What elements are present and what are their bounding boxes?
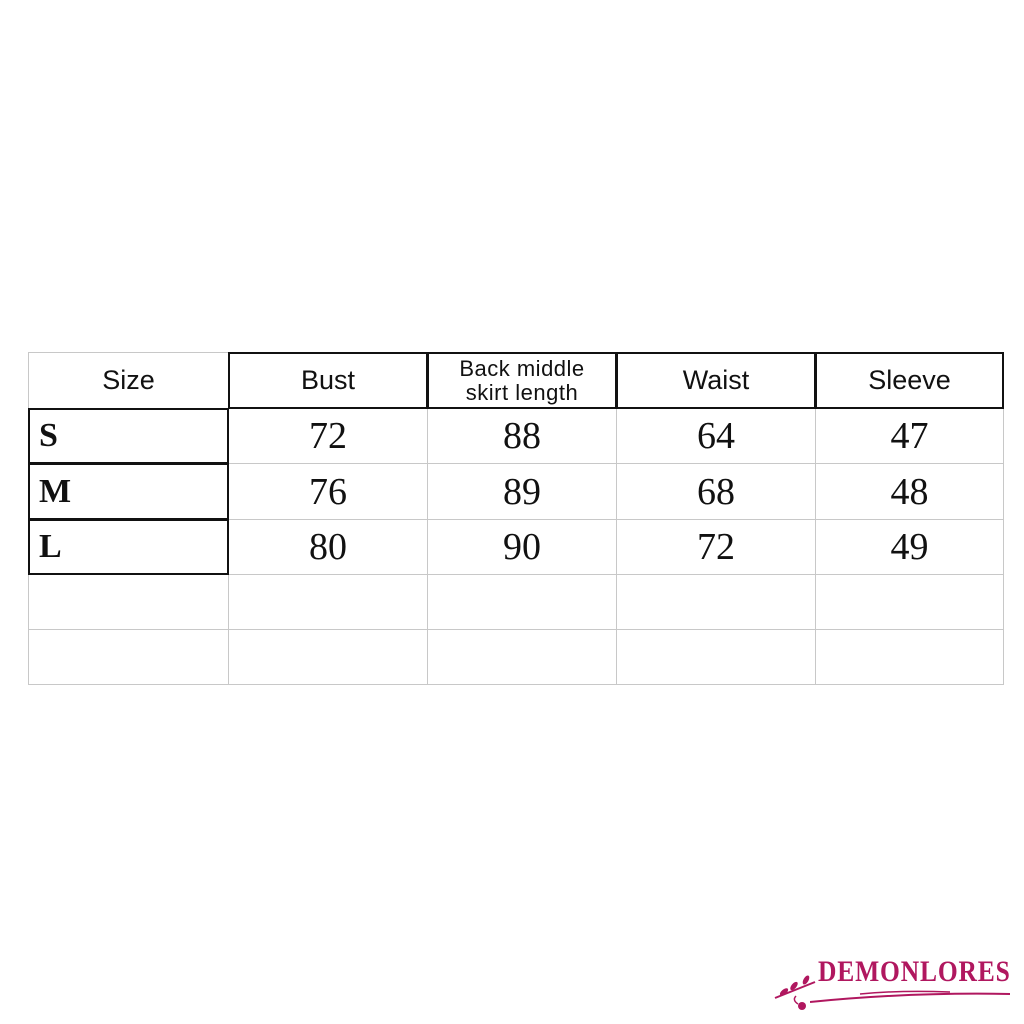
- measurement-cell: 76: [228, 463, 428, 520]
- empty-cell: [815, 574, 1004, 630]
- empty-cell: [427, 574, 617, 630]
- empty-cell: [28, 574, 229, 630]
- logo-text: DEMONLORES: [818, 955, 1011, 988]
- measurement-cell: 64: [616, 408, 816, 464]
- column-header: Sleeve: [815, 352, 1004, 409]
- column-header: Bust: [228, 352, 428, 409]
- column-header-line: skirt length: [465, 379, 579, 405]
- measurement-cell: 88: [427, 408, 617, 464]
- size-label: S: [28, 408, 229, 464]
- size-chart-table: Size Bust Back middle skirt length Waist Slee…: [28, 352, 1004, 685]
- measurement-cell: 80: [228, 519, 428, 575]
- measurement-cell: 48: [815, 463, 1004, 520]
- column-header: Back middle skirt length: [427, 352, 617, 409]
- empty-cell: [815, 629, 1004, 685]
- empty-cell: [616, 629, 816, 685]
- measurement-cell: 72: [616, 519, 816, 575]
- measurement-cell: 49: [815, 519, 1004, 575]
- empty-cell: [28, 629, 229, 685]
- size-label: M: [28, 463, 229, 520]
- measurement-cell: 72: [228, 408, 428, 464]
- empty-cell: [427, 629, 617, 685]
- size-label: L: [28, 519, 229, 575]
- empty-cell: [616, 574, 816, 630]
- column-header: Waist: [616, 352, 816, 409]
- measurement-cell: 47: [815, 408, 1004, 464]
- measurement-cell: 68: [616, 463, 816, 520]
- column-header-line: Back middle: [459, 355, 585, 381]
- brand-logo: DEMONLORES: [770, 955, 1020, 1010]
- logo-swoosh-icon: [810, 990, 1010, 1003]
- measurement-cell: 90: [427, 519, 617, 575]
- empty-cell: [228, 629, 428, 685]
- column-header: Size: [28, 352, 229, 409]
- measurement-cell: 89: [427, 463, 617, 520]
- floral-ornament-icon: [774, 975, 816, 1010]
- empty-cell: [228, 574, 428, 630]
